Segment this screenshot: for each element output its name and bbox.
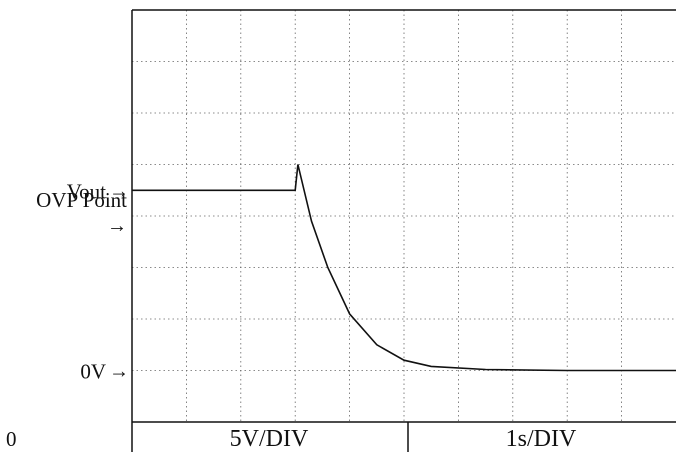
- grid: [132, 10, 676, 422]
- volts-per-div-label: 5V/DIV: [230, 426, 309, 452]
- vout-arrow: →: [109, 180, 129, 202]
- corner-label: 0: [6, 427, 17, 451]
- ovp-point-arrow: →: [107, 215, 127, 237]
- zero-volt-label: 0V: [80, 360, 106, 384]
- waveform-trace: [132, 164, 676, 372]
- time-per-div-label: 1s/DIV: [506, 426, 577, 452]
- annotations: OVP Point→Vout →0V →: [36, 179, 129, 383]
- ovp-point-label: OVP Point: [36, 188, 127, 212]
- zero-volt-arrow: →: [109, 361, 129, 383]
- vout-label: Vout: [67, 179, 106, 203]
